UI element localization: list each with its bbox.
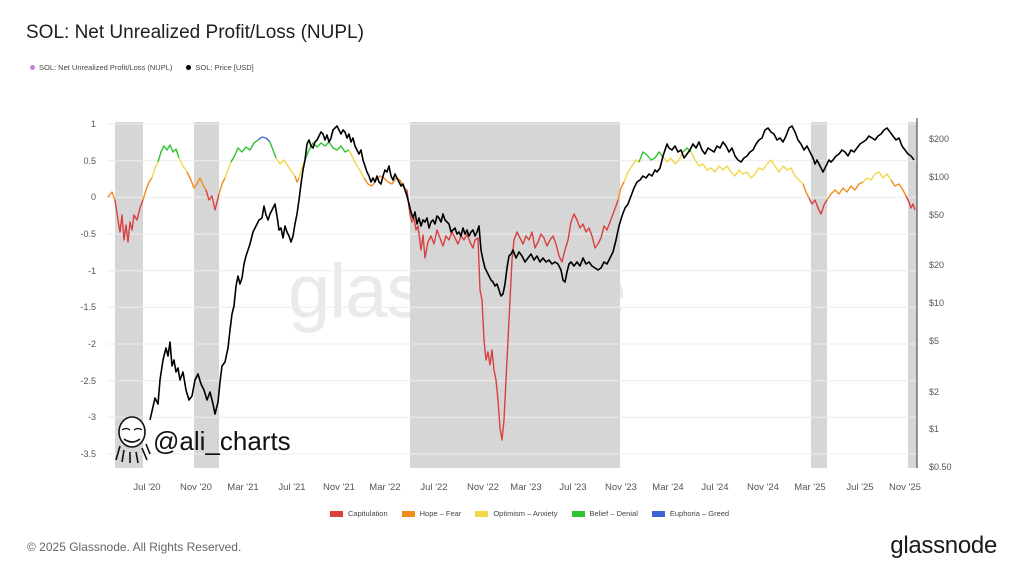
- legend-label: Optimism – Anxiety: [493, 509, 558, 518]
- legend-label: SOL: Net Unrealized Profit/Loss (NUPL): [39, 63, 173, 72]
- svg-text:Nov '23: Nov '23: [605, 482, 637, 493]
- left-axis-ticks: 1 0.5 0 -0.5 -1 -1.5 -2 -2.5 -3 -3.5: [80, 119, 96, 459]
- legend-label: Hope – Fear: [419, 509, 462, 518]
- svg-text:1: 1: [91, 119, 96, 129]
- legend-euphoria-greed[interactable]: Euphoria – Greed: [651, 509, 730, 518]
- legend-optimism-anxiety[interactable]: Optimism – Anxiety: [475, 509, 558, 518]
- optimism-anxiety-swatch-icon: [475, 510, 489, 517]
- copyright: © 2025 Glassnode. All Rights Reserved.: [27, 540, 242, 554]
- svg-text:-0.5: -0.5: [80, 229, 96, 239]
- legend-capitulation[interactable]: Capitulation: [330, 509, 388, 518]
- svg-text:-3.5: -3.5: [80, 449, 96, 459]
- svg-text:Jul '23: Jul '23: [559, 482, 586, 493]
- right-axis-ticks: $200 $100 $50 $20 $10 $5 $2 $1 $0.50: [929, 134, 952, 472]
- svg-text:Mar '23: Mar '23: [510, 482, 541, 493]
- x-axis-ticks: Jul '20 Nov '20 Mar '21 Jul '21 Nov '21 …: [133, 482, 921, 493]
- svg-text:$20: $20: [929, 260, 944, 270]
- svg-text:Mar '25: Mar '25: [794, 482, 825, 493]
- belief-denial-swatch-icon: [571, 510, 585, 517]
- legend-item-price[interactable]: SOL: Price [USD]: [186, 63, 254, 72]
- svg-text:-3: -3: [88, 412, 96, 422]
- svg-text:Jul '21: Jul '21: [278, 482, 305, 493]
- nupl-dot-icon: [30, 65, 35, 70]
- svg-text:Nov '25: Nov '25: [889, 482, 921, 493]
- svg-text:Nov '24: Nov '24: [747, 482, 779, 493]
- svg-text:$5: $5: [929, 336, 939, 346]
- author-avatar-icon: [115, 416, 151, 464]
- svg-text:$100: $100: [929, 172, 949, 182]
- svg-text:0: 0: [91, 192, 96, 202]
- legend-label: Belief – Denial: [589, 509, 638, 518]
- svg-text:Nov '22: Nov '22: [467, 482, 499, 493]
- svg-text:-2: -2: [88, 339, 96, 349]
- legend-label: Euphoria – Greed: [669, 509, 730, 518]
- zone-legend: Capitulation Hope – Fear Optimism – Anxi…: [330, 509, 729, 518]
- svg-text:$10: $10: [929, 298, 944, 308]
- legend-label: Capitulation: [348, 509, 388, 518]
- svg-text:$200: $200: [929, 134, 949, 144]
- svg-text:$0.50: $0.50: [929, 462, 952, 472]
- hope-fear-swatch-icon: [401, 510, 415, 517]
- euphoria-greed-swatch-icon: [651, 510, 665, 517]
- svg-text:Jul '22: Jul '22: [420, 482, 447, 493]
- legend-label: SOL: Price [USD]: [195, 63, 254, 72]
- svg-text:$1: $1: [929, 424, 939, 434]
- legend-belief-denial[interactable]: Belief – Denial: [571, 509, 638, 518]
- svg-text:Mar '24: Mar '24: [652, 482, 683, 493]
- author-handle: @ali_charts: [153, 426, 291, 456]
- svg-text:0.5: 0.5: [83, 156, 96, 166]
- legend-hope-fear[interactable]: Hope – Fear: [401, 509, 462, 518]
- svg-text:Nov '21: Nov '21: [323, 482, 355, 493]
- nupl-series: [107, 136, 916, 441]
- svg-text:Jul '25: Jul '25: [846, 482, 873, 493]
- svg-text:$2: $2: [929, 387, 939, 397]
- glassnode-logo: glassnode: [890, 532, 997, 559]
- capitulation-swatch-icon: [330, 510, 343, 517]
- svg-text:-1: -1: [88, 266, 96, 276]
- svg-text:Jul '24: Jul '24: [701, 482, 728, 493]
- shaded-periods: [115, 122, 917, 468]
- svg-text:Mar '21: Mar '21: [227, 482, 258, 493]
- svg-text:Jul '20: Jul '20: [133, 482, 160, 493]
- price-series: [149, 125, 915, 421]
- svg-text:Nov '20: Nov '20: [180, 482, 212, 493]
- series-legend: SOL: Net Unrealized Profit/Loss (NUPL) S…: [30, 63, 254, 72]
- svg-text:Mar '22: Mar '22: [369, 482, 400, 493]
- chart-title: SOL: Net Unrealized Profit/Loss (NUPL): [26, 22, 364, 43]
- svg-text:-1.5: -1.5: [80, 302, 96, 312]
- svg-text:-2.5: -2.5: [80, 376, 96, 386]
- legend-item-nupl[interactable]: SOL: Net Unrealized Profit/Loss (NUPL): [30, 63, 172, 72]
- svg-text:$50: $50: [929, 210, 944, 220]
- price-dot-icon: [186, 65, 192, 70]
